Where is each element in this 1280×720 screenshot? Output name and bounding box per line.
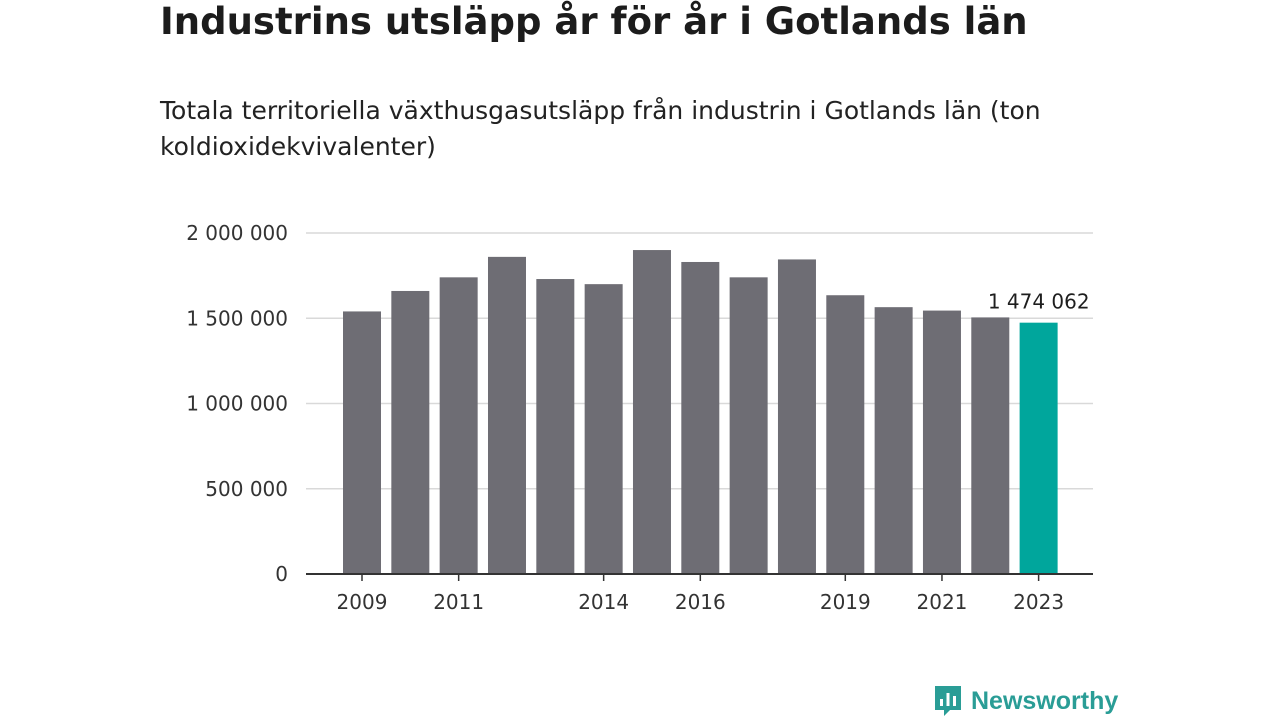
y-tick-label: 1 000 000 <box>186 392 288 416</box>
chart-subtitle: Totala territoriella växthusgasutsläpp f… <box>160 96 1041 161</box>
bars <box>343 250 1058 575</box>
bar <box>681 261 720 574</box>
newsworthy-logo-text: Newsworthy <box>971 686 1119 715</box>
bar <box>777 259 816 574</box>
bar <box>487 256 526 574</box>
bar <box>343 311 381 574</box>
bar <box>826 295 865 574</box>
axes <box>306 573 1093 581</box>
y-tick-label: 1 500 000 <box>186 306 288 330</box>
x-tick-label: 2019 <box>820 590 871 614</box>
newsworthy-logo: Newsworthy <box>933 682 1118 720</box>
labels: 0 500 000 1 000 000 1 500 000 2 000 000 2009 2… <box>186 221 1089 614</box>
bar <box>632 250 671 575</box>
bar <box>536 279 575 574</box>
bar <box>729 277 768 574</box>
chart-title: Industrins utsläpp år för år i Gotlands … <box>160 0 1028 43</box>
y-tick-label: 500 000 <box>205 477 288 501</box>
bar <box>439 277 478 574</box>
bar-chart: 0 500 000 1 000 000 1 500 000 2 000 000 2009 2… <box>186 221 1093 614</box>
bar-data-label: 1 474 062 <box>988 290 1090 314</box>
x-tick-label: 2021 <box>917 590 968 614</box>
x-tick-label: 2009 <box>337 590 388 614</box>
bar <box>391 290 430 574</box>
bar <box>971 317 1010 574</box>
bar <box>922 310 961 574</box>
newsworthy-logo-icon <box>935 686 961 716</box>
x-tick-label: 2011 <box>433 590 484 614</box>
bar <box>584 284 623 574</box>
x-tick-label: 2016 <box>675 590 726 614</box>
y-tick-label: 2 000 000 <box>186 221 288 245</box>
bar <box>874 307 913 574</box>
x-tick-label: 2023 <box>1013 590 1064 614</box>
x-tick-label: 2014 <box>578 590 629 614</box>
y-tick-label: 0 <box>275 562 288 586</box>
bar-highlight <box>1019 322 1058 574</box>
